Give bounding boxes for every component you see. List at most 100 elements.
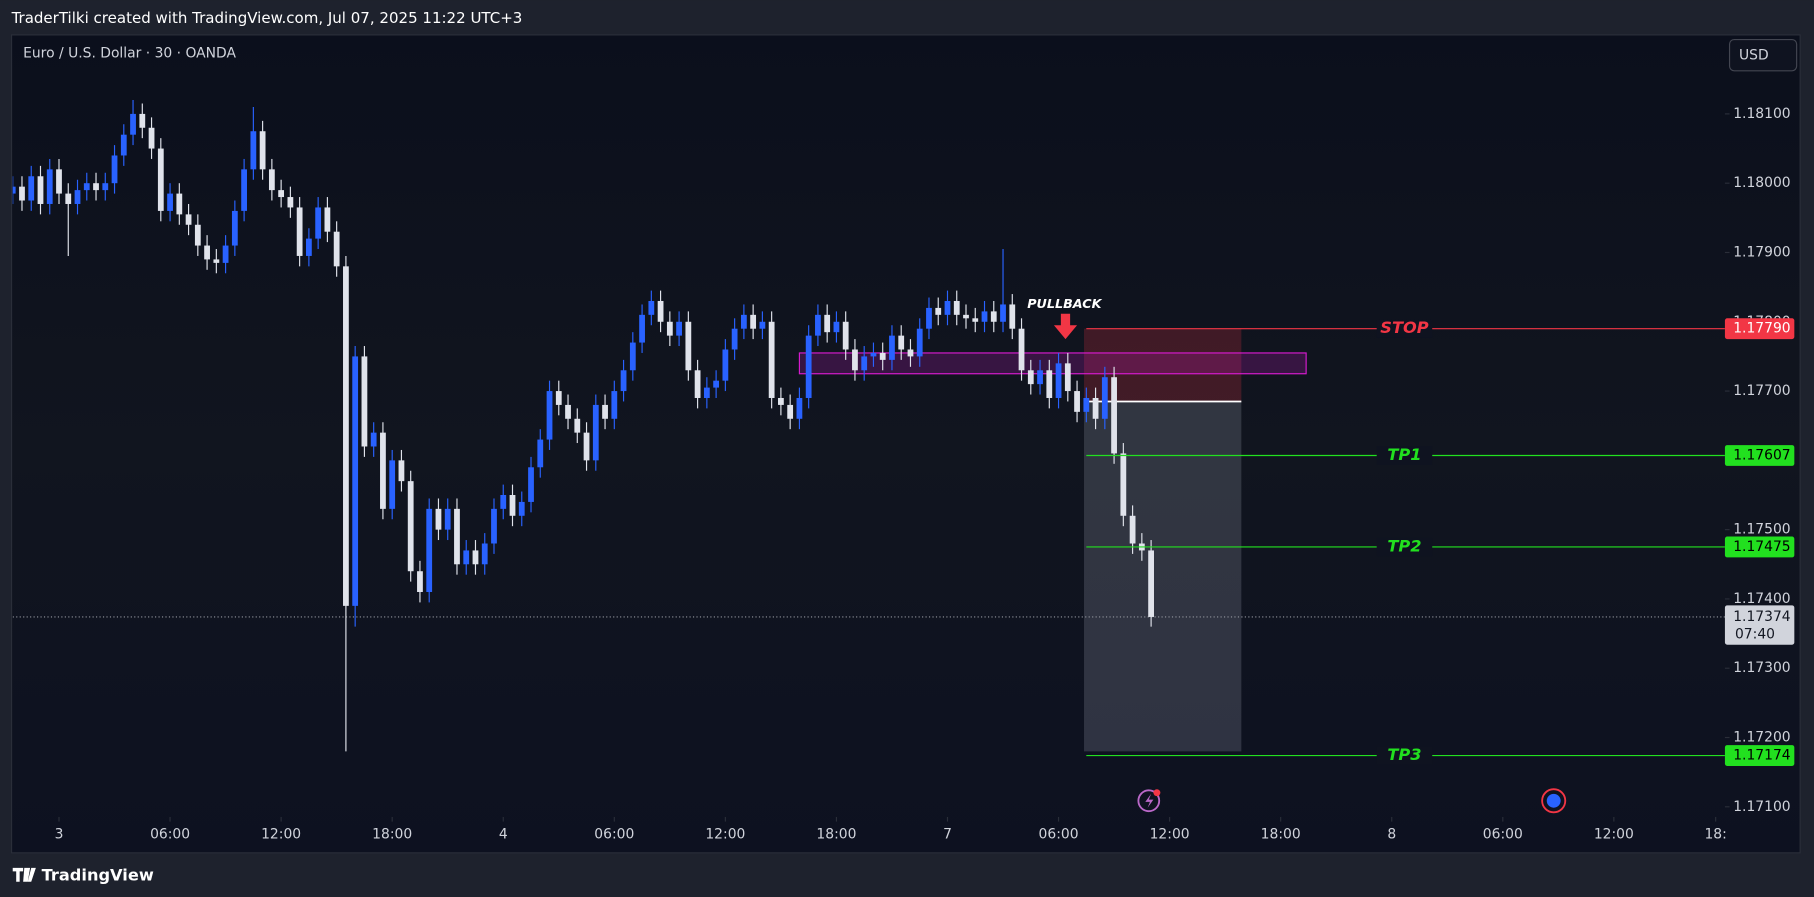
x-tick-label: 18:00 [816, 826, 856, 842]
candle-body [296, 207, 303, 256]
candle-body [787, 404, 794, 419]
x-tick-label: 18:00 [1261, 826, 1301, 842]
candle-body [491, 508, 497, 544]
candle-body [796, 397, 803, 419]
candle-body [657, 300, 664, 322]
candle-body [509, 494, 516, 516]
level-price-box [1724, 318, 1795, 340]
candle-body [555, 391, 562, 405]
candle-body [1074, 391, 1080, 412]
level-label-gap [1376, 537, 1433, 557]
candle-body [546, 391, 553, 440]
currency-label: USD [1739, 48, 1769, 64]
candle-body [28, 176, 35, 201]
candle-body [944, 300, 951, 315]
candle-body [1083, 397, 1090, 412]
candle-body [629, 342, 636, 371]
target-zone [1084, 401, 1242, 752]
candle-body [259, 131, 266, 170]
candle-body [740, 314, 747, 329]
candle-body [241, 169, 247, 211]
x-tick-label: 06:00 [1039, 826, 1079, 842]
candle-body [990, 311, 997, 322]
candle-body [879, 352, 886, 360]
level-label-gap [1376, 446, 1433, 465]
y-tick-label: 1.17900 [1733, 244, 1790, 260]
annotation-text: PULLBACK [1027, 296, 1102, 311]
candle-body [46, 169, 53, 204]
level-name: TP1 [1387, 445, 1421, 464]
candle-body [213, 259, 220, 263]
candle-body [380, 432, 386, 509]
x-tick-label: 18: [1704, 826, 1726, 842]
level-price-box [1724, 445, 1795, 466]
level-price-box [1724, 745, 1795, 766]
candle-body [574, 418, 581, 433]
candle-body [444, 508, 451, 530]
candle-body [963, 314, 969, 319]
candle-body [1046, 370, 1053, 398]
candle-body [315, 207, 322, 239]
candle-body [611, 391, 618, 419]
candle-body [1055, 363, 1062, 398]
x-tick-label: 12:00 [705, 826, 745, 842]
candle-body [648, 300, 655, 315]
candle-body [815, 314, 821, 336]
candle-body [102, 183, 109, 191]
candle-body [713, 380, 720, 388]
candle-body [528, 467, 534, 502]
candle-body [852, 349, 858, 371]
candle-body [592, 404, 599, 461]
candle-body [861, 356, 868, 371]
candle-body [1129, 515, 1136, 544]
candle-body [842, 321, 849, 350]
candle-body [972, 318, 979, 322]
candle-body [1148, 550, 1154, 617]
candle-body [268, 169, 275, 191]
candle-body [463, 550, 470, 565]
candle-body [722, 349, 729, 381]
candle-body [481, 543, 488, 565]
candle-body [778, 397, 784, 405]
candle-body [361, 356, 368, 447]
candle-body [768, 321, 775, 398]
candle-body [74, 190, 81, 204]
candle-body [1037, 370, 1043, 385]
candle-body [703, 387, 710, 398]
plot-area: STOP TP1 TP2 TP3 PULLBACK [12, 100, 1725, 765]
x-tick-label: 8 [1387, 826, 1396, 842]
candle-body [398, 460, 405, 482]
candle-body [833, 321, 840, 333]
candle-body [56, 169, 62, 194]
candle-body [222, 245, 229, 263]
candle-body [1027, 370, 1034, 385]
candle-body [324, 207, 331, 232]
candle-body [407, 481, 414, 572]
candle-body [898, 335, 905, 350]
candle-body [935, 307, 942, 315]
currency-button[interactable] [1728, 38, 1798, 72]
candle-body [287, 197, 294, 208]
candle-body [111, 155, 118, 184]
x-tick-label: 12:00 [261, 826, 301, 842]
x-tick-label: 4 [499, 826, 508, 842]
x-tick-label: 06:00 [1483, 826, 1523, 842]
level-price-box [1724, 536, 1795, 558]
candle-body [981, 311, 988, 322]
symbol-title: Euro / U.S. Dollar · 30 · OANDA [23, 45, 236, 61]
axes: 1.181001.180001.179001.178001.177001.176… [55, 106, 1795, 842]
candle-body [694, 370, 701, 398]
annotation-arrow [1053, 313, 1078, 340]
y-tick-label: 1.17200 [1733, 730, 1790, 746]
footer: TradingView [12, 865, 154, 884]
candle-body [1064, 363, 1071, 392]
candle-body [83, 183, 90, 191]
candle-body [1120, 453, 1127, 516]
candle-body [194, 224, 201, 246]
candle-body [333, 231, 340, 267]
level-price: 1.17790 [1733, 321, 1790, 337]
candle-body [870, 352, 877, 357]
candle-body [500, 494, 507, 509]
stop-zone [1084, 328, 1242, 402]
x-tick-label: 18:00 [372, 826, 412, 842]
